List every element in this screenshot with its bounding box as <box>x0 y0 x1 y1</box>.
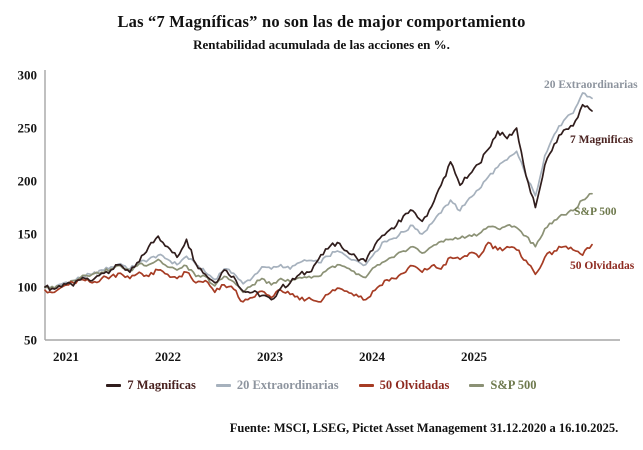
series-annotation: 20 Extraordinarias <box>544 79 638 91</box>
legend-swatch-icon <box>469 384 485 387</box>
legend-label: S&P 500 <box>490 378 537 392</box>
legend-item-50-olvidadas: 50 Olvidadas <box>358 378 450 393</box>
series-line-50-olvidadas <box>44 241 593 303</box>
series-line-s-p-500 <box>44 192 593 294</box>
legend-swatch-icon <box>358 384 374 387</box>
page-title: Las “7 Magníficas” no son las de major c… <box>117 12 526 31</box>
y-tick-label: 200 <box>18 174 38 189</box>
x-tick-label: 2025 <box>461 349 488 364</box>
x-tick-label: 2024 <box>359 349 386 364</box>
legend-item-7-magnificas: 7 Magnificas <box>106 378 196 393</box>
series-annotation: S&P 500 <box>574 206 617 218</box>
legend-label: 7 Magnificas <box>127 378 196 392</box>
legend-swatch-icon <box>215 384 231 387</box>
source-note: Fuente: MSCI, LSEG, Pictet Asset Managem… <box>229 421 619 435</box>
page-subtitle: Rentabilidad acumulada de las acciones e… <box>193 37 450 52</box>
legend-item-sp500: S&P 500 <box>469 378 537 393</box>
legend-label: 20 Extraordinarias <box>236 378 339 392</box>
line-chart: 50 100 150 200 250 300 2021 2022 2023 2024 2025 20 … <box>18 68 639 365</box>
x-tick-label: 2022 <box>155 349 181 364</box>
x-tick-label: 2023 <box>257 349 284 364</box>
series-annotation: 50 Olvidadas <box>570 260 635 272</box>
y-tick-label: 50 <box>24 333 37 348</box>
chart-legend: 7 Magnificas 20 Extraordinarias 50 Olvid… <box>0 378 643 393</box>
legend-swatch-icon <box>106 384 122 387</box>
y-tick-label: 250 <box>18 121 38 136</box>
legend-label: 50 Olvidadas <box>379 378 450 392</box>
legend-item-20-extraordinarias: 20 Extraordinarias <box>215 378 339 393</box>
series-annotation: 7 Magnificas <box>570 134 633 146</box>
y-tick-label: 150 <box>18 227 38 242</box>
x-tick-label: 2021 <box>53 349 79 364</box>
series-line-7-magnificas <box>44 103 593 301</box>
y-tick-label: 100 <box>18 280 38 295</box>
y-tick-label: 300 <box>18 68 38 83</box>
